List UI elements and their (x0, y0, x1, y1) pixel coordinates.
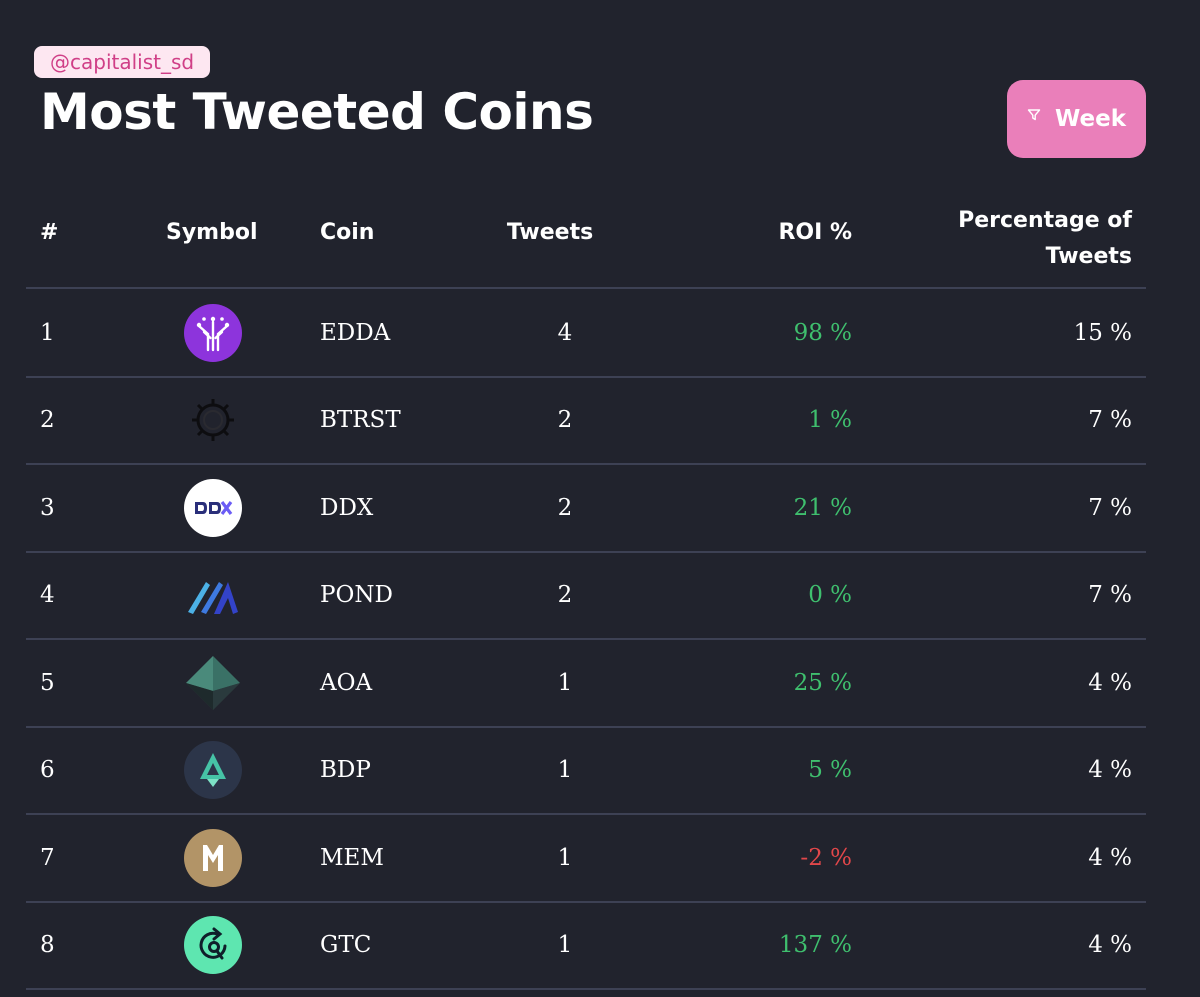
tweets-cell: 4 (557, 319, 573, 346)
coin-name-cell: GTC (320, 932, 372, 958)
table-row[interactable]: 2 BTRST 2 1 % 7 % (0, 377, 1200, 464)
row-divider (26, 375, 1146, 378)
roi-cell: -2 % (800, 844, 852, 871)
tweets-cell: 1 (557, 757, 573, 783)
tweets-cell: 1 (557, 844, 573, 871)
tweets-cell: 1 (557, 669, 573, 696)
percentage-cell: 4 % (1088, 844, 1132, 871)
percentage-cell: 7 % (1088, 494, 1132, 521)
row-divider (26, 900, 1146, 903)
coin-name-cell: BDP (320, 757, 371, 783)
roi-cell: 98 % (793, 319, 852, 346)
row-divider (26, 988, 1146, 990)
rank-cell: 7 (40, 844, 55, 871)
percentage-cell: 7 % (1088, 582, 1132, 608)
mem-logo-icon (184, 828, 242, 887)
filter-icon (1027, 108, 1041, 122)
rank-cell: 1 (40, 319, 55, 346)
table-row[interactable]: 5 AOA 1 25 % 4 % (0, 639, 1200, 726)
percentage-cell: 4 % (1088, 669, 1132, 696)
row-divider (26, 638, 1146, 640)
table-row[interactable]: 6 BDP 1 5 % 4 % (0, 727, 1200, 814)
page-title: Most Tweeted Coins (40, 83, 594, 141)
column-header-percentage-line2: Tweets (1045, 244, 1132, 269)
column-header-percentage: Percentage of Tweets (900, 203, 1132, 289)
column-header-tweets: Tweets (506, 220, 594, 245)
rank-cell: 5 (40, 669, 55, 696)
column-header-coin: Coin (320, 220, 375, 245)
column-header-symbol: Symbol (166, 220, 258, 245)
percentage-cell: 7 % (1088, 407, 1132, 433)
edda-logo-icon (184, 303, 242, 362)
percentage-cell: 4 % (1088, 932, 1132, 958)
coin-name-cell: DDX (320, 494, 374, 521)
bdp-logo-icon (184, 741, 242, 799)
row-divider (26, 813, 1146, 815)
percentage-cell: 4 % (1088, 757, 1132, 783)
row-divider (26, 725, 1146, 728)
row-divider (26, 463, 1146, 465)
table-row[interactable]: 7 MEM 1 -2 % 4 % (0, 814, 1200, 901)
time-filter-button[interactable]: Week (1007, 80, 1146, 158)
column-header-roi: ROI % (778, 220, 852, 245)
coin-name-cell: POND (320, 582, 393, 608)
roi-cell: 21 % (793, 494, 852, 521)
rank-cell: 2 (40, 407, 55, 433)
column-header-rank: # (40, 220, 59, 245)
author-handle-badge: @capitalist_sd (34, 46, 211, 78)
coin-name-cell: AOA (320, 669, 373, 696)
table-row[interactable]: 3 DDX 2 21 % 7 % (0, 464, 1200, 551)
time-filter-label: Week (1054, 106, 1127, 132)
percentage-cell: 15 % (1073, 319, 1132, 346)
btrst-logo-icon (184, 391, 242, 449)
coin-name-cell: MEM (320, 844, 384, 871)
rank-cell: 6 (40, 757, 55, 783)
column-header-percentage-line1: Percentage of (958, 208, 1132, 233)
coin-name-cell: EDDA (320, 319, 391, 346)
tweets-cell: 2 (557, 407, 573, 433)
rank-cell: 8 (40, 932, 55, 958)
pond-logo-icon (184, 566, 242, 624)
aoa-logo-icon (184, 654, 242, 712)
tweets-cell: 1 (557, 932, 573, 958)
rank-cell: 3 (40, 494, 55, 521)
table-row[interactable]: 1 EDDA 4 98 % 15 % (0, 289, 1200, 376)
roi-cell: 25 % (793, 669, 852, 696)
tweets-cell: 2 (557, 582, 573, 608)
roi-cell: 1 % (808, 407, 852, 433)
roi-cell: 5 % (808, 757, 852, 783)
coin-name-cell: BTRST (320, 407, 401, 433)
tweets-cell: 2 (557, 494, 573, 521)
table-row[interactable]: 8 GTC 1 137 % 4 % (0, 902, 1200, 989)
roi-cell: 0 % (808, 582, 852, 608)
row-divider (26, 550, 1146, 553)
gtc-logo-icon (184, 916, 242, 974)
rank-cell: 4 (40, 582, 55, 608)
roi-cell: 137 % (778, 932, 852, 958)
header-divider (26, 287, 1146, 289)
ddx-logo-icon (184, 478, 242, 537)
table-row[interactable]: 4 POND 2 0 % 7 % (0, 552, 1200, 639)
